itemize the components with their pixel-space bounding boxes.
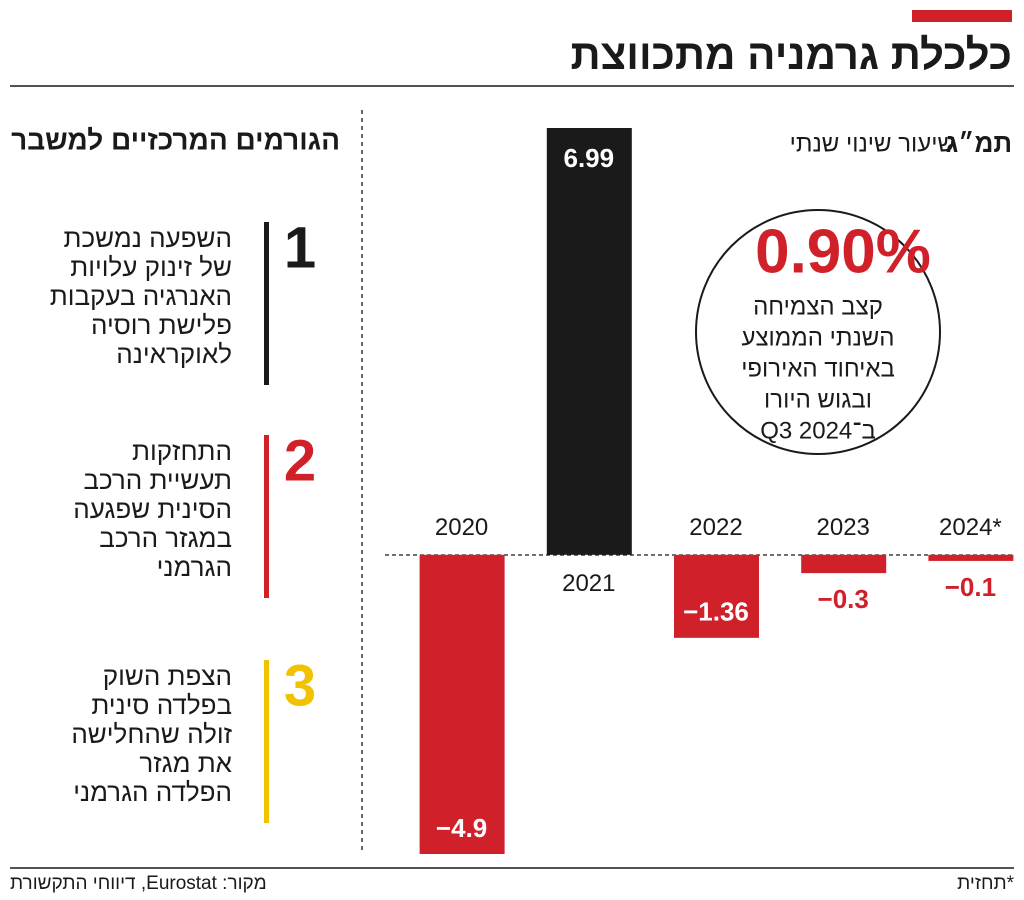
factor-line: השפעה נמשכת (64, 223, 232, 253)
source: מקור: Eurostat, דיווחי התקשורת (10, 873, 267, 894)
x-tick-label: 2022 (689, 514, 742, 541)
x-tick-label: 2023 (817, 514, 870, 541)
factor-bar (264, 660, 269, 823)
factor-line: בפלדה סינית (91, 690, 232, 720)
factor-number: 1 (284, 215, 316, 280)
factor-line: של זינוק עלויות (70, 252, 232, 282)
accent-bar (912, 10, 1012, 22)
value-label: 6.99 (563, 143, 614, 173)
value-label: −1.36 (683, 597, 749, 627)
bar (928, 554, 1014, 561)
value-label: −0.1 (945, 572, 996, 602)
factor-line: הגרמני (157, 552, 232, 582)
factor-bar (264, 222, 269, 385)
factor-number: 2 (284, 428, 316, 493)
factor-line: הפלדה הגרמני (73, 777, 232, 807)
bar (546, 128, 632, 555)
callout-line: השנתי הממוצע (741, 324, 894, 351)
factor-line: לאוקראינה (116, 339, 232, 369)
bar (801, 554, 887, 574)
factors-title: הגורמים המרכזיים למשבר (11, 124, 340, 155)
footnote: *תחזית (957, 873, 1014, 894)
callout-circle (695, 209, 941, 455)
factor-line: את מגזר (139, 748, 232, 778)
factor-line: זולה שהחלישה (71, 719, 232, 749)
factor-number: 3 (284, 653, 316, 718)
factor-line: פלישת רוסיה (91, 310, 232, 340)
bar (419, 554, 505, 854)
value-label: −4.9 (436, 813, 487, 843)
factor-line: הצפת השוק (103, 661, 232, 691)
callout-line: באיחוד האירופי (741, 355, 895, 382)
callout-line: קצב הצמיחה (753, 293, 883, 320)
factor-line: הסינית שפגעה (73, 494, 232, 524)
factor-line: תעשיית הרכב (83, 465, 232, 495)
factor-bar (264, 435, 269, 598)
x-tick-label: 2021 (562, 570, 615, 597)
value-label: −0.3 (818, 584, 869, 614)
y-label-detail: שיעור שינוי שנתי (790, 130, 955, 157)
x-tick-label: 2020 (435, 514, 488, 541)
x-tick-label: 2024* (939, 514, 1002, 541)
y-label: תמ״ג (946, 128, 1012, 158)
bar (674, 554, 759, 638)
factor-line: התחזקות (132, 436, 232, 466)
callout-value: 0.90% (755, 217, 931, 286)
callout-line: ובגוש היורו (764, 386, 872, 413)
factor-line: במגזר הרכב (99, 523, 232, 553)
page-title: כלכלת גרמניה מתכווצת (571, 31, 1012, 78)
factor-line: האנרגיה בעקבות (50, 281, 232, 311)
callout-line: ב־Q3 2024 (760, 417, 876, 444)
